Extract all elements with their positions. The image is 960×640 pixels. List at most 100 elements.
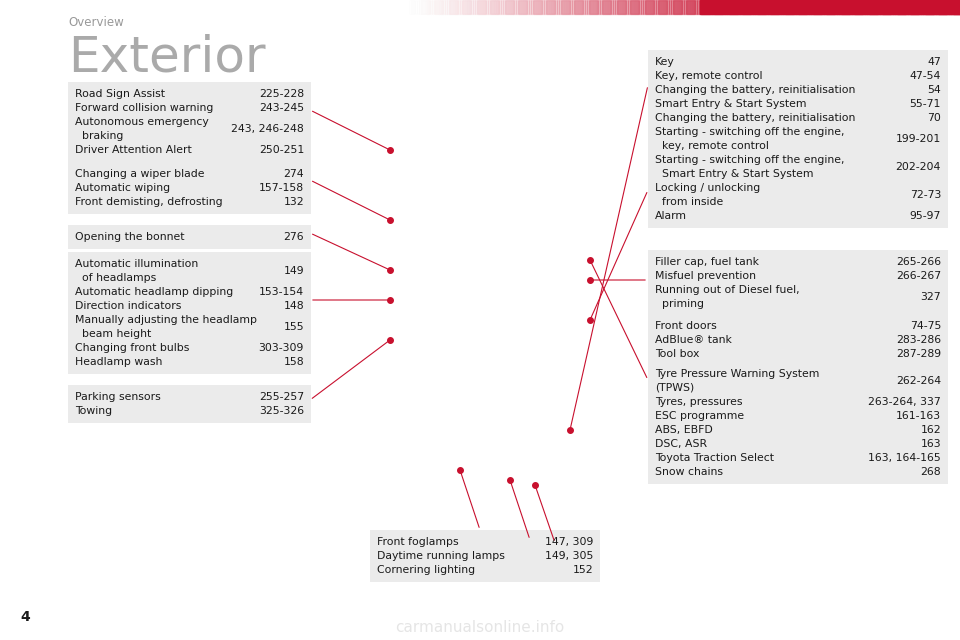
Bar bbox=[891, 0, 894, 14]
Bar bbox=[516, 0, 518, 14]
Bar bbox=[68, 162, 311, 214]
Bar bbox=[632, 0, 634, 14]
Bar bbox=[822, 0, 825, 14]
Bar bbox=[602, 0, 604, 14]
Bar bbox=[663, 0, 665, 14]
Text: 149, 305: 149, 305 bbox=[544, 551, 593, 561]
Bar bbox=[883, 0, 886, 14]
Text: 266-267: 266-267 bbox=[896, 271, 941, 281]
Bar bbox=[636, 0, 637, 14]
Text: 147, 309: 147, 309 bbox=[544, 537, 593, 547]
Text: Opening the bonnet: Opening the bonnet bbox=[75, 232, 184, 242]
Bar bbox=[531, 0, 533, 14]
Bar bbox=[577, 0, 580, 14]
Bar bbox=[575, 0, 578, 14]
Bar bbox=[665, 0, 667, 14]
Bar bbox=[540, 0, 542, 14]
Text: ABS, EBFD: ABS, EBFD bbox=[655, 425, 712, 435]
Text: Automatic illumination: Automatic illumination bbox=[75, 259, 199, 269]
Text: key, remote control: key, remote control bbox=[655, 141, 769, 151]
Bar bbox=[525, 0, 527, 14]
Text: 74-75: 74-75 bbox=[910, 321, 941, 331]
Text: ESC programme: ESC programme bbox=[655, 411, 744, 421]
Bar bbox=[430, 0, 432, 14]
Text: 243, 246-248: 243, 246-248 bbox=[231, 124, 304, 134]
Text: 70: 70 bbox=[927, 113, 941, 123]
Bar bbox=[910, 0, 912, 14]
Bar bbox=[561, 0, 563, 14]
Text: Forward collision warning: Forward collision warning bbox=[75, 103, 213, 113]
Bar bbox=[592, 0, 594, 14]
Bar bbox=[835, 0, 837, 14]
Bar bbox=[751, 0, 754, 14]
Bar bbox=[772, 0, 774, 14]
Text: 225-228: 225-228 bbox=[259, 89, 304, 99]
Bar bbox=[911, 0, 914, 14]
Bar bbox=[889, 0, 892, 14]
Bar bbox=[764, 0, 766, 14]
Bar bbox=[400, 0, 402, 14]
Bar bbox=[527, 0, 529, 14]
Bar bbox=[802, 0, 804, 14]
Bar bbox=[402, 0, 404, 14]
Bar bbox=[551, 0, 554, 14]
Text: Running out of Diesel fuel,: Running out of Diesel fuel, bbox=[655, 285, 800, 295]
Bar bbox=[628, 0, 630, 14]
Bar bbox=[478, 0, 481, 14]
Bar bbox=[501, 0, 503, 14]
Text: 327: 327 bbox=[921, 292, 941, 302]
Text: 283-286: 283-286 bbox=[896, 335, 941, 345]
Bar bbox=[743, 0, 746, 14]
Bar bbox=[641, 0, 643, 14]
Bar bbox=[417, 0, 420, 14]
Bar bbox=[908, 0, 910, 14]
Bar bbox=[648, 314, 948, 366]
Bar bbox=[848, 0, 851, 14]
Bar bbox=[614, 0, 617, 14]
Bar bbox=[948, 0, 951, 14]
Bar bbox=[784, 0, 787, 14]
Text: Tool box: Tool box bbox=[655, 349, 700, 359]
Bar bbox=[792, 0, 794, 14]
Bar bbox=[674, 0, 677, 14]
Bar bbox=[708, 0, 710, 14]
Bar bbox=[533, 0, 535, 14]
Text: of headlamps: of headlamps bbox=[75, 273, 156, 283]
Bar bbox=[930, 0, 932, 14]
Bar bbox=[816, 0, 819, 14]
Bar bbox=[707, 0, 708, 14]
Text: Starting - switching off the engine,: Starting - switching off the engine, bbox=[655, 127, 845, 137]
Bar bbox=[736, 0, 738, 14]
Bar bbox=[669, 0, 671, 14]
Bar bbox=[693, 0, 695, 14]
Bar bbox=[566, 0, 568, 14]
Bar bbox=[590, 0, 592, 14]
Text: 163, 164-165: 163, 164-165 bbox=[868, 453, 941, 463]
Bar bbox=[652, 0, 655, 14]
Bar bbox=[656, 0, 659, 14]
Bar bbox=[732, 0, 734, 14]
Bar bbox=[745, 0, 748, 14]
Bar bbox=[499, 0, 501, 14]
Bar bbox=[587, 0, 589, 14]
Text: 265-266: 265-266 bbox=[896, 257, 941, 267]
Bar bbox=[887, 0, 890, 14]
Text: 153-154: 153-154 bbox=[259, 287, 304, 297]
Bar bbox=[572, 0, 574, 14]
Bar bbox=[535, 0, 537, 14]
Bar bbox=[915, 0, 918, 14]
Text: 255-257: 255-257 bbox=[259, 392, 304, 402]
Bar bbox=[719, 0, 722, 14]
Bar bbox=[700, 0, 960, 14]
Bar bbox=[661, 0, 663, 14]
Bar bbox=[0, 0, 960, 14]
Bar bbox=[68, 385, 311, 423]
Bar bbox=[843, 0, 845, 14]
Bar bbox=[932, 0, 934, 14]
Bar bbox=[873, 0, 875, 14]
Bar bbox=[505, 0, 507, 14]
Bar bbox=[950, 0, 953, 14]
Bar bbox=[426, 0, 428, 14]
Text: Changing the battery, reinitialisation: Changing the battery, reinitialisation bbox=[655, 113, 855, 123]
Bar bbox=[943, 0, 946, 14]
